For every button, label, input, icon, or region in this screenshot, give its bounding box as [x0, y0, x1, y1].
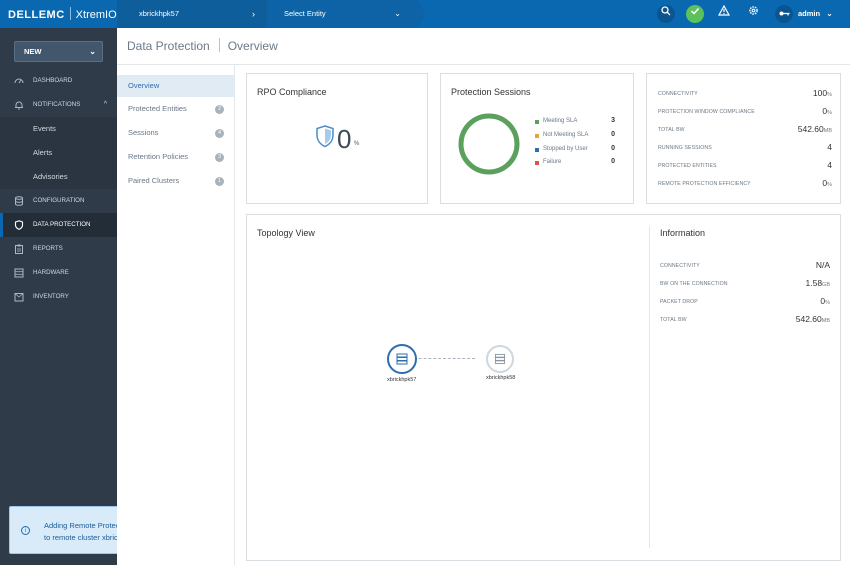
rpo-compliance-card: RPO Compliance 0 %	[246, 73, 428, 204]
legend-not-meeting-sla: Not Meeting SLA 0	[535, 131, 625, 144]
stat-row: REMOTE PROTECTION EFFICIENCY 0%	[658, 178, 832, 188]
protection-sessions-card: Protection Sessions Meeting SLA 3 Not Me…	[440, 73, 634, 204]
user-key-icon[interactable]	[775, 5, 793, 23]
breadcrumb-select-entity[interactable]: Select Entity ⌄	[267, 0, 417, 28]
shield-icon	[14, 220, 24, 230]
info-row: PACKET DROP 0%	[660, 296, 830, 306]
shield-icon	[316, 125, 334, 148]
data-protection-submenu: Overview Protected Entities 2 Sessions 4…	[117, 65, 235, 565]
server-icon	[396, 353, 408, 365]
count-badge: 4	[215, 129, 224, 138]
local-cluster-label: xbrickhpk57	[387, 377, 417, 383]
info-icon: i	[21, 526, 30, 535]
rpo-unit: %	[354, 141, 360, 147]
info-row: TOTAL BW 542.60MB	[660, 314, 830, 324]
database-icon	[15, 196, 23, 206]
breadcrumb-cluster[interactable]: xbrickhpk57 ›	[117, 0, 267, 28]
submenu-overview[interactable]: Overview	[117, 75, 235, 97]
page-subtitle: Overview	[227, 39, 278, 53]
submenu-retention-policies[interactable]: Retention Policies 3	[117, 146, 235, 168]
alert-triangle-icon[interactable]	[715, 4, 733, 23]
card-title: RPO Compliance	[257, 87, 327, 97]
info-row: CONNECTIVITY N/A	[660, 260, 830, 270]
sidebar-item-inventory[interactable]: INVENTORY	[0, 285, 117, 309]
stat-row: CONNECTIVITY 100%	[658, 88, 832, 98]
health-ok-check-icon[interactable]	[686, 5, 704, 23]
submenu-protected-entities[interactable]: Protected Entities 2	[117, 98, 235, 120]
stat-row: PROTECTION WINDOW COMPLIANCE 0%	[658, 106, 832, 116]
sidebar-item-alerts[interactable]: Alerts	[0, 141, 117, 165]
sidebar-item-hardware[interactable]: HARDWARE	[0, 261, 117, 285]
info-row: BW ON THE CONNECTION 1.58GB	[660, 278, 830, 288]
chevron-down-icon: ⌄	[394, 9, 401, 18]
sessions-donut-chart	[458, 113, 520, 175]
replication-link	[409, 358, 475, 359]
topology-card: Topology View xbrickhpk57 xbrickhpk58 In…	[246, 214, 841, 561]
dashboard-gauge-icon	[14, 78, 24, 84]
remote-cluster-node[interactable]	[486, 345, 514, 373]
count-badge: 3	[215, 153, 224, 162]
sidebar-item-events[interactable]: Events	[0, 117, 117, 141]
legend-meeting-sla: Meeting SLA 3	[535, 117, 625, 130]
sidebar-item-reports[interactable]: REPORTS	[0, 237, 117, 261]
new-button[interactable]: NEW ⌄	[14, 41, 103, 62]
stat-row: TOTAL BW 542.60MB	[658, 124, 832, 134]
bell-icon	[15, 101, 23, 110]
chevron-down-icon: ⌄	[822, 9, 833, 18]
server-icon	[14, 268, 24, 278]
clipboard-icon	[15, 244, 23, 254]
count-badge: 2	[215, 105, 224, 114]
top-bar: DELLEMC XtremIO xbrickhpk57 › Select Enti…	[0, 0, 850, 28]
gear-icon[interactable]	[744, 5, 762, 23]
card-title: Topology View	[257, 228, 315, 238]
legend-stopped-by-user: Stopped by User 0	[535, 145, 625, 158]
card-title: Protection Sessions	[451, 87, 531, 97]
brand-logo: DELLEMC XtremIO	[8, 7, 117, 21]
sidebar-item-dashboard[interactable]: DASHBOARD	[0, 69, 117, 93]
chevron-right-icon: ›	[252, 9, 255, 19]
dell-emc-logo: DELLEMC	[8, 9, 65, 21]
sidebar: NEW ⌄ DASHBOARD NOTIFICATIONS ^ Events A…	[0, 28, 117, 565]
main-content: Data Protection Overview Overview Protect…	[117, 28, 850, 565]
page-title: Data Protection Overview	[127, 38, 278, 53]
sidebar-item-configuration[interactable]: CONFIGURATION	[0, 189, 117, 213]
inventory-box-icon	[14, 293, 24, 302]
remote-cluster-label: xbrickhpk58	[486, 375, 516, 381]
count-badge: 1	[215, 177, 224, 186]
stat-row: RUNNING SESSIONS 4	[658, 142, 832, 152]
search-icon[interactable]	[657, 5, 675, 23]
chevron-up-icon: ^	[103, 101, 107, 108]
submenu-paired-clusters[interactable]: Paired Clusters 1	[117, 170, 235, 192]
summary-stats-card: CONNECTIVITY 100% PROTECTION WINDOW COMP…	[646, 73, 841, 204]
information-title: Information	[660, 228, 706, 238]
stat-row: PROTECTED ENTITIES 4	[658, 160, 832, 170]
sidebar-item-advisories[interactable]: Advisories	[0, 165, 117, 189]
server-icon	[494, 353, 506, 365]
toast-message: Adding Remote Protection of Linux-Prod-0…	[44, 521, 189, 542]
sidebar-item-data-protection[interactable]: DATA PROTECTION	[0, 213, 117, 237]
rpo-value: 0	[337, 124, 352, 154]
product-name: XtremIO	[75, 9, 117, 21]
chevron-down-icon: ⌄	[89, 47, 96, 56]
user-menu[interactable]: admin ⌄	[798, 9, 833, 18]
sidebar-item-notifications[interactable]: NOTIFICATIONS ^	[0, 93, 117, 117]
submenu-sessions[interactable]: Sessions 4	[117, 122, 235, 144]
legend-failure: Failure 0	[535, 158, 625, 171]
local-cluster-node[interactable]	[387, 344, 417, 374]
